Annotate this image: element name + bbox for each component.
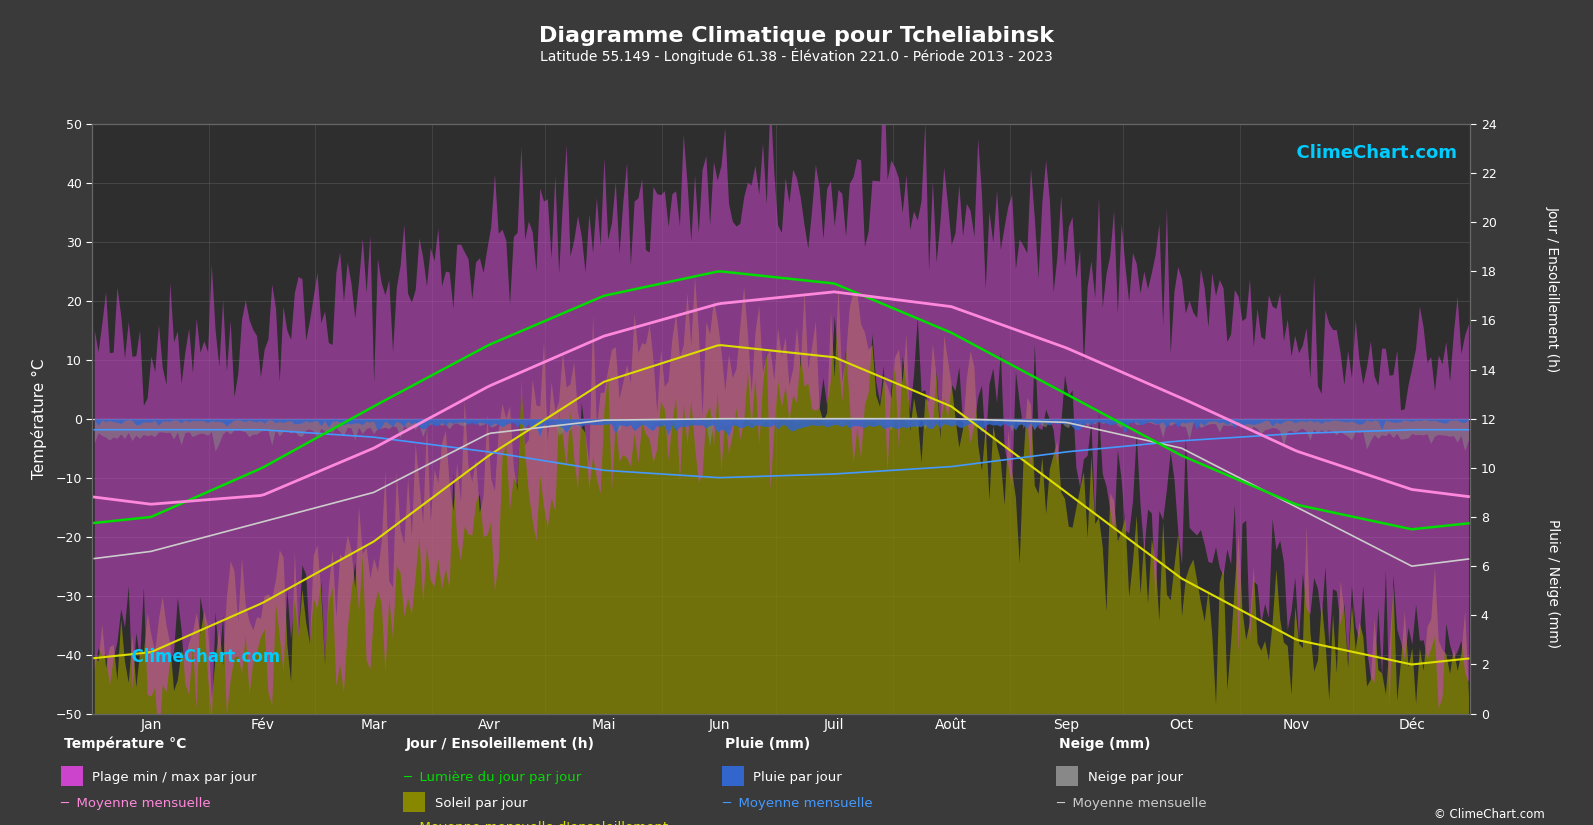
- Text: © ClimeChart.com: © ClimeChart.com: [1434, 808, 1545, 821]
- Text: ─  Moyenne mensuelle d'ensoleillement: ─ Moyenne mensuelle d'ensoleillement: [403, 821, 667, 825]
- Text: ─  Moyenne mensuelle: ─ Moyenne mensuelle: [61, 797, 212, 810]
- Y-axis label: Pluie / Neige (mm): Pluie / Neige (mm): [1547, 519, 1560, 648]
- Y-axis label: Température °C: Température °C: [32, 358, 48, 479]
- Text: ClimeChart.com: ClimeChart.com: [1284, 144, 1458, 163]
- Text: ClimeChart.com: ClimeChart.com: [119, 648, 280, 667]
- Y-axis label: Jour / Ensoleillement (h): Jour / Ensoleillement (h): [1547, 205, 1560, 372]
- Text: Jour / Ensoleillement (h): Jour / Ensoleillement (h): [406, 738, 596, 752]
- Text: Pluie (mm): Pluie (mm): [725, 738, 811, 752]
- Text: ─  Moyenne mensuelle: ─ Moyenne mensuelle: [1056, 797, 1207, 810]
- Text: Neige (mm): Neige (mm): [1059, 738, 1150, 752]
- Text: Diagramme Climatique pour Tcheliabinsk: Diagramme Climatique pour Tcheliabinsk: [538, 26, 1055, 46]
- Text: Pluie par jour: Pluie par jour: [753, 771, 843, 785]
- Text: ─  Lumière du jour par jour: ─ Lumière du jour par jour: [403, 771, 581, 785]
- Text: Neige par jour: Neige par jour: [1088, 771, 1184, 785]
- Text: Température °C: Température °C: [64, 737, 186, 752]
- Text: ─  Moyenne mensuelle: ─ Moyenne mensuelle: [722, 797, 873, 810]
- Text: Soleil par jour: Soleil par jour: [435, 797, 527, 810]
- Text: Latitude 55.149 - Longitude 61.38 - Élévation 221.0 - Période 2013 - 2023: Latitude 55.149 - Longitude 61.38 - Élév…: [540, 48, 1053, 64]
- Text: Plage min / max par jour: Plage min / max par jour: [92, 771, 256, 785]
